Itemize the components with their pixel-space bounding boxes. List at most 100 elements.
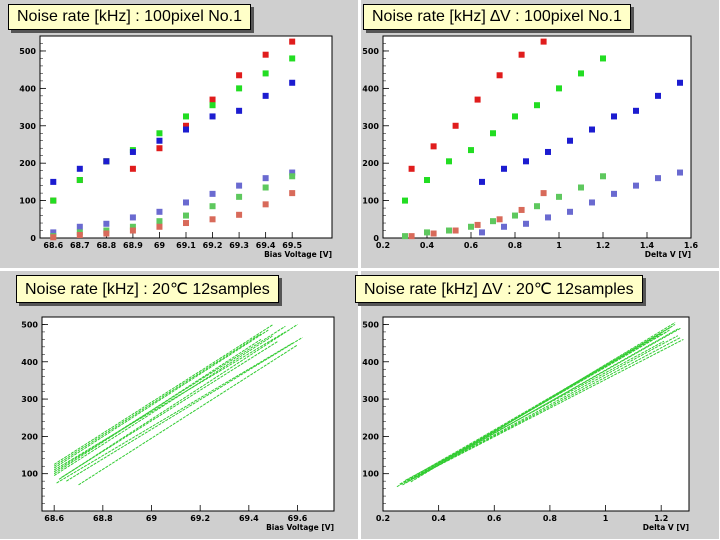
curve-sample-4 (405, 335, 679, 484)
curve-sample-9 (78, 344, 298, 486)
data-point-light-red (76, 232, 83, 239)
data-point-light-green (600, 173, 606, 180)
chart-panel-delta-v-100pixel: 0 100 200 300 400 500 0.2 0.4 0.6 0.8 1 1.2 1.4 1.6 De… (361, 0, 719, 268)
data-point-blue (129, 148, 136, 155)
y-tick-label: 300 (362, 395, 379, 404)
data-point-light-red (129, 227, 136, 234)
chart-svg-p2: 0 100 200 300 400 500 0.2 0.4 0.6 0.8 1 1.2 1.4 1.6De… (362, 35, 699, 259)
data-point-green (600, 55, 606, 62)
x-tick-label: 0.8 (543, 514, 558, 523)
chart-title-p1: Noise rate [kHz] : 100pixel No.1 (8, 4, 251, 30)
data-point-red (452, 122, 459, 129)
data-point-light-blue (129, 214, 136, 221)
curve-sample-5 (58, 324, 298, 480)
x-tick-label: 0.6 (487, 514, 502, 523)
curve-sample-12 (421, 328, 679, 475)
data-point-red (430, 143, 437, 150)
data-point-green (534, 102, 540, 109)
curve-sample-12 (53, 333, 262, 467)
data-point-green (556, 85, 562, 92)
data-point-blue (611, 113, 617, 120)
data-point-blue (589, 126, 595, 133)
x-tick-label: 1 (603, 514, 609, 523)
x-tick-label: 0.6 (464, 241, 479, 250)
curve-sample-6 (407, 338, 684, 482)
data-point-red (183, 122, 189, 129)
data-point-light-blue (262, 175, 269, 182)
x-tick-label: 68.9 (123, 241, 143, 250)
x-tick-label: 69.4 (256, 241, 276, 250)
data-point-light-green (512, 212, 518, 219)
data-point-light-green (236, 193, 243, 200)
data-point-blue (76, 165, 83, 172)
data-point-red (540, 38, 547, 45)
chart-svg-p3: 100 200 300 400 500 68.6 68.8 69 69.2 69.4 69.6Bia… (21, 316, 335, 532)
data-point-blue (50, 178, 57, 185)
data-point-green (424, 177, 430, 184)
data-point-green (236, 85, 243, 92)
data-point-light-red (289, 190, 296, 197)
data-point-green (446, 158, 452, 165)
data-point-blue (479, 178, 485, 185)
x-tick-label: 69 (146, 514, 158, 523)
y-tick-label: 100 (21, 470, 38, 479)
y-tick-label: 500 (362, 320, 379, 329)
y-tick-label: 200 (362, 159, 379, 168)
data-point-light-red (209, 216, 216, 223)
y-tick-label: 300 (19, 122, 36, 131)
data-point-light-red (452, 227, 459, 234)
x-tick-label: 69.3 (229, 241, 249, 250)
data-point-light-blue (501, 223, 507, 230)
data-point-light-green (209, 203, 216, 210)
data-point-blue (236, 107, 243, 114)
y-tick-label: 500 (362, 47, 379, 56)
data-point-light-red (236, 211, 243, 218)
y-tick-label: 500 (19, 47, 36, 56)
data-point-light-green (402, 233, 408, 240)
y-tick-label: 0 (30, 234, 36, 243)
data-point-light-green (534, 203, 540, 210)
data-point-red (262, 51, 269, 58)
data-point-green (209, 102, 216, 109)
y-tick-label: 400 (362, 358, 379, 367)
data-point-light-red (183, 220, 189, 227)
data-point-light-blue (677, 169, 683, 176)
data-point-blue (567, 137, 573, 144)
x-tick-label: 69.6 (288, 514, 308, 523)
x-axis-title: Delta V [V] (643, 523, 689, 532)
data-point-green (50, 197, 57, 204)
curve-sample-2 (53, 331, 286, 471)
chart-title-p2: Noise rate [kHz] ∆V : 100pixel No.1 (363, 4, 631, 30)
x-tick-label: 0.4 (432, 514, 447, 523)
y-tick-label: 100 (362, 197, 379, 206)
data-point-light-green (183, 212, 189, 219)
x-axis-title: Delta V [V] (645, 250, 691, 259)
curve-sample-9 (418, 337, 681, 476)
data-point-green (183, 113, 189, 120)
y-tick-label: 500 (21, 320, 38, 329)
data-point-light-red (103, 230, 110, 237)
data-point-blue (156, 137, 163, 144)
data-point-light-blue (589, 199, 595, 206)
data-point-light-blue (655, 175, 661, 182)
data-point-red (236, 72, 243, 79)
y-tick-label: 100 (19, 197, 36, 206)
data-point-light-red (408, 233, 415, 240)
data-point-green (468, 147, 474, 154)
curve-sample-4 (53, 338, 262, 475)
data-point-light-green (424, 229, 430, 236)
data-point-light-green (446, 227, 452, 234)
x-tick-label: 0.2 (376, 241, 390, 250)
x-tick-label: 1.6 (684, 241, 699, 250)
plot-area (39, 35, 333, 239)
data-point-light-blue (633, 182, 639, 189)
data-point-red (496, 72, 503, 79)
data-point-blue (545, 148, 551, 155)
data-point-light-red (540, 190, 547, 197)
chart-panel-bias-voltage-100pixel: 0 100 200 300 400 500 68.6 68.7 68.8 68.9 69 69.1 69… (0, 0, 358, 268)
data-point-blue (209, 113, 216, 120)
data-point-light-red (518, 206, 525, 213)
data-point-green (402, 197, 408, 204)
data-point-green (289, 55, 296, 62)
x-tick-label: 68.8 (93, 514, 113, 523)
